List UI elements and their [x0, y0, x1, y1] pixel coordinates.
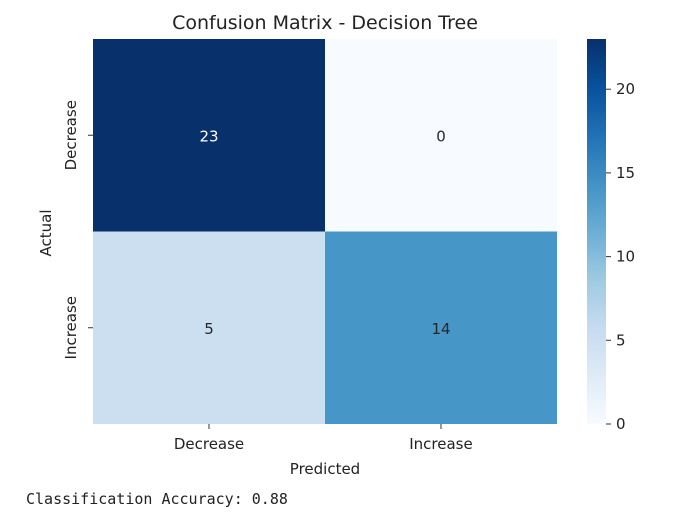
- y-axis-label: Actual: [37, 210, 55, 257]
- colorbar-tick-label: 10: [616, 248, 635, 266]
- confusion-matrix-chart: Confusion Matrix - Decision Tree 23 05 14 …: [37, 12, 635, 478]
- chart-title: Confusion Matrix - Decision Tree: [172, 12, 478, 34]
- cell-value-label: 0: [436, 127, 446, 145]
- y-tick-label: Decrease: [62, 100, 80, 170]
- x-axis-label: Predicted: [290, 460, 360, 478]
- cell-value-label: 5: [204, 320, 214, 338]
- x-tick-label: Increase: [409, 435, 472, 453]
- colorbar-tick-label: 15: [616, 164, 635, 182]
- colorbar-tick-label: 20: [616, 80, 635, 98]
- accuracy-output: Classification Accuracy: 0.88: [26, 490, 288, 508]
- x-tick-label: Decrease: [174, 435, 244, 453]
- heatmap-cell: [93, 39, 325, 232]
- colorbar: [587, 39, 606, 424]
- heatmap-cell: [325, 39, 557, 232]
- heatmap-cell: [325, 231, 557, 424]
- cell-value-label: 14: [431, 320, 450, 338]
- y-tick-label: Increase: [62, 296, 80, 359]
- heatmap-cell: [93, 231, 325, 424]
- colorbar-tick-label: 5: [616, 331, 626, 349]
- cell-value-label: 23: [199, 127, 218, 145]
- colorbar-tick-label: 0: [616, 415, 626, 433]
